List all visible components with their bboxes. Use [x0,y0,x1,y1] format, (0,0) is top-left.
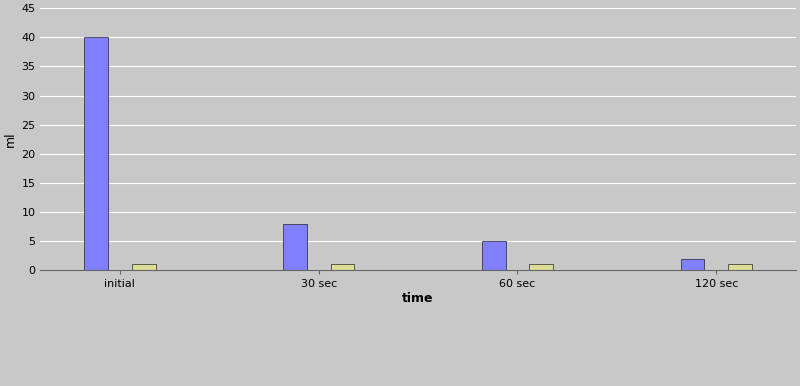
Bar [283,223,306,270]
Bar [728,264,752,270]
Bar [681,259,704,270]
Bar [482,241,506,270]
Bar [132,264,156,270]
Bar [330,264,354,270]
Y-axis label: ml: ml [4,131,17,147]
X-axis label: time: time [402,292,434,305]
Bar [530,264,554,270]
Bar [84,37,108,270]
